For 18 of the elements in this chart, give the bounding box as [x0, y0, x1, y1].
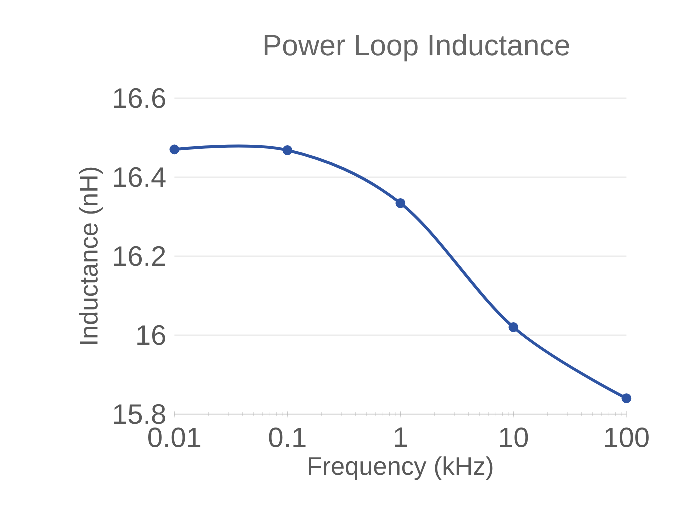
point	[282, 146, 293, 156]
point	[622, 394, 632, 404]
y-tick-label: 16	[138, 325, 166, 346]
chart-title: Power Loop Inductance	[264, 34, 570, 62]
x-tick-label: 10	[500, 428, 528, 448]
point	[396, 198, 406, 208]
x-axis-title: Frequency (kHz)	[309, 456, 493, 480]
y-axis-title: Inductance (nH)	[79, 168, 103, 344]
x-tick-label: 0.1	[269, 428, 306, 448]
point	[170, 144, 180, 155]
point	[508, 322, 519, 332]
x-tick-label: 1	[395, 428, 408, 447]
y-tick-label: 16.6	[114, 88, 166, 108]
x-tick-label: 100	[605, 428, 649, 448]
y-tick-label: 16.2	[114, 246, 166, 266]
y-tick-label: 15.8	[114, 404, 166, 424]
y-tick-label: 16.4	[114, 167, 166, 188]
x-tick-label: 0.01	[148, 428, 201, 448]
